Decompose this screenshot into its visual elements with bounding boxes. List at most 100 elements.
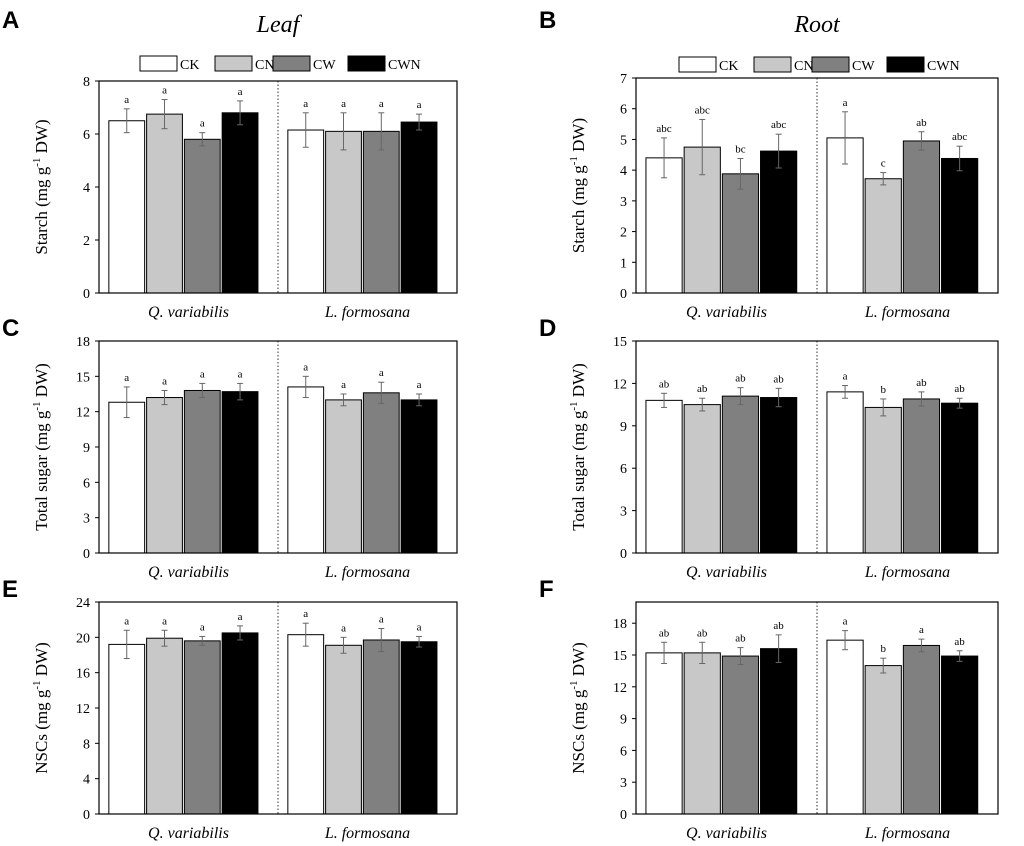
bar-ck	[645, 399, 683, 554]
bar-cwn	[760, 150, 798, 294]
bar-cw	[362, 639, 400, 815]
y-axis-title: NSCs (mg g-1 DW)	[31, 642, 51, 773]
x-group-label: L. formosana	[324, 564, 410, 581]
legend-label-ck: CK	[180, 58, 199, 73]
panel-d: Dab a ab b ab ab ab ab 0 3 6 9 12 15 Q. variabilis L. f…	[539, 315, 999, 581]
bar-ck	[826, 639, 864, 815]
y-tick-label: 8	[83, 75, 90, 90]
panel-letter: A	[2, 7, 19, 34]
y-tick-label: 18	[76, 335, 90, 350]
bar-cwn	[400, 121, 438, 294]
legend-swatch-cn	[753, 56, 792, 73]
bar-cwn	[941, 402, 979, 554]
y-tick-label: 20	[76, 631, 90, 646]
significance-letter: a	[200, 118, 205, 130]
significance-letter: a	[238, 611, 243, 623]
y-tick-label: 6	[620, 462, 627, 477]
bar-cn	[864, 178, 902, 294]
bar-cn	[683, 404, 721, 554]
significance-letter: a	[238, 368, 243, 380]
y-tick-label: 1	[620, 256, 627, 271]
bar-cwn	[221, 112, 259, 294]
significance-letter: a	[417, 379, 422, 391]
y-tick-label: 12	[613, 377, 627, 392]
y-tick-label: 2	[83, 234, 90, 249]
significance-letter: a	[162, 375, 167, 387]
y-tick-label: 12	[76, 702, 90, 717]
significance-letter: ab	[954, 383, 965, 395]
panel-letter: C	[2, 315, 19, 342]
significance-letter: a	[379, 98, 384, 110]
bar-cw	[362, 130, 400, 294]
significance-letter: a	[303, 608, 308, 620]
legend-swatch-cwn	[886, 56, 925, 73]
y-tick-label: 0	[620, 808, 627, 823]
significance-letter: a	[843, 371, 848, 383]
x-group-label: Q. variabilis	[686, 564, 767, 581]
legend-swatch-cn	[214, 55, 253, 72]
y-tick-label: 6	[620, 744, 627, 759]
column-title-leaf: Leaf	[256, 12, 303, 38]
significance-letter: a	[417, 99, 422, 111]
y-tick-label: 4	[83, 773, 90, 788]
significance-letter: a	[238, 86, 243, 98]
significance-letter: ab	[659, 378, 670, 390]
bar-cw	[183, 138, 221, 294]
x-group-label: L. formosana	[864, 825, 950, 842]
panel-e: Ea a a a a a a a 0 4 8 12 16 20 24 Q. variabilis L. form…	[2, 576, 458, 842]
panel-c: Ca a a a a a a a 0 3 6 9 12 15 18 Q. variabilis L. formo…	[2, 315, 458, 581]
bar-cwn	[760, 648, 798, 815]
bar-cn	[146, 397, 183, 554]
legend-swatch-cwn	[347, 55, 386, 72]
y-tick-label: 12	[613, 681, 627, 696]
bar-ck	[826, 391, 864, 554]
bar-ck	[287, 129, 325, 294]
significance-letter: a	[341, 622, 346, 634]
legend-swatch-ck	[139, 55, 178, 72]
significance-letter: a	[417, 621, 422, 633]
significance-letter: a	[124, 372, 129, 384]
bar-cw	[902, 398, 941, 554]
x-group-label: Q. variabilis	[686, 825, 767, 842]
y-axis-title: Starch (mg g-1 DW)	[31, 119, 51, 254]
bar-cw	[183, 389, 221, 554]
y-tick-label: 3	[83, 512, 90, 527]
y-tick-label: 0	[83, 547, 90, 562]
bar-ck	[645, 652, 683, 815]
y-axis-title: Total sugar (mg g-1 DW)	[568, 363, 588, 531]
y-tick-label: 12	[76, 406, 90, 421]
significance-letter: a	[843, 97, 848, 109]
bar-cw	[721, 655, 760, 815]
legend-label-cw: CW	[852, 59, 875, 74]
significance-letter: ab	[916, 377, 927, 389]
y-axis-title: Total sugar (mg g-1 DW)	[31, 363, 51, 531]
significance-letter: c	[881, 158, 886, 170]
bar-cwn	[400, 641, 438, 815]
bar-cwn	[400, 399, 438, 554]
significance-letter: ab	[773, 373, 784, 385]
x-group-label: L. formosana	[324, 825, 410, 842]
y-tick-label: 5	[620, 133, 627, 148]
bar-cn	[864, 665, 902, 815]
significance-letter: abc	[656, 123, 671, 135]
bar-cn	[683, 652, 721, 815]
y-tick-label: 24	[76, 596, 90, 611]
bar-cw	[721, 173, 760, 294]
significance-letter: a	[162, 85, 167, 97]
y-axis-title: NSCs (mg g-1 DW)	[568, 642, 588, 773]
bar-cn	[864, 406, 902, 554]
legend-label-cn: CN	[794, 59, 813, 74]
y-tick-label: 15	[613, 335, 627, 350]
panel-letter: F	[539, 576, 554, 603]
significance-letter: a	[843, 616, 848, 628]
significance-letter: ab	[773, 620, 784, 632]
x-group-label: Q. variabilis	[148, 564, 229, 581]
bar-cw	[183, 640, 221, 815]
x-group-label: L. formosana	[864, 304, 950, 321]
legend-swatch-cw	[272, 55, 311, 72]
significance-letter: ab	[659, 627, 670, 639]
legend-label-cn: CN	[255, 58, 274, 73]
bar-cn	[146, 113, 183, 294]
